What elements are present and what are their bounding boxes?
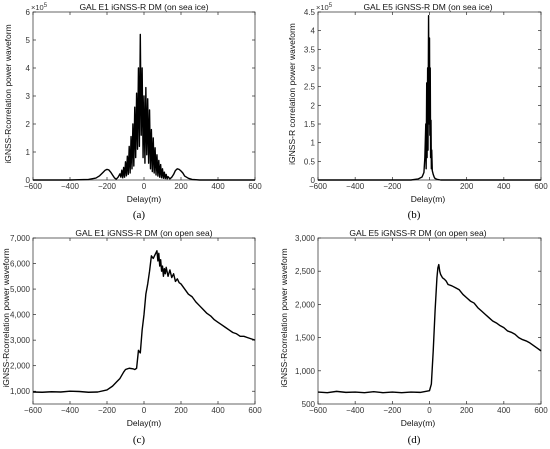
y-tick-label-c: 4,000 [10, 311, 31, 320]
x-tick-label-d: 0 [427, 406, 432, 415]
exponent-label-b: ×105 [316, 3, 333, 12]
chart-title-a: GAL E1 iGNSS-R DM (on sea ice) [79, 2, 208, 12]
y-tick-label-d: 2,000 [295, 300, 316, 309]
y-tick-label-a: 0 [26, 176, 31, 185]
x-tick-label-c: 200 [174, 406, 188, 415]
y-tick-label-d: 3,000 [295, 234, 316, 243]
y-tick-label-d: 500 [302, 400, 316, 409]
y-tick-label-b: 1.5 [304, 120, 316, 129]
y-axis-label-b: iGNSS-R correlation power waveform [287, 23, 297, 165]
y-tick-label-b: 3.5 [304, 45, 316, 54]
x-tick-label-c: 600 [248, 406, 262, 415]
chart-panel-c: GAL E1 iGNSS-R DM (on open sea) iGNSS-Rc… [1, 228, 262, 446]
chart-title-d: GAL E5 iGNSS-R DM (on open sea) [349, 228, 486, 238]
x-tick-label-b: −200 [383, 182, 402, 191]
y-tick-label-c: 1,000 [10, 387, 31, 396]
y-tick-label-c: 2,000 [10, 362, 31, 371]
x-tick-label-d: 200 [460, 406, 474, 415]
x-tick-label-c: 0 [142, 406, 147, 415]
waveform-line-a [33, 33, 255, 181]
x-tick-label-d: −400 [346, 406, 365, 415]
x-tick-label-a: 200 [174, 182, 188, 191]
y-tick-label-b: 0 [311, 176, 316, 185]
x-tick-label-a: 600 [248, 182, 262, 191]
x-tick-label-b: −600 [309, 182, 328, 191]
y-tick-label-c: 5,000 [10, 285, 31, 294]
y-tick-label-a: 1 [26, 148, 31, 157]
plot-frame-d [317, 237, 542, 405]
chart-title-c: GAL E1 iGNSS-R DM (on open sea) [75, 228, 212, 238]
plot-frame-c [32, 237, 256, 405]
x-tick-label-a: −600 [24, 182, 43, 191]
y-tick-label-b: 2.5 [304, 83, 316, 92]
y-tick-label-b: 2 [311, 101, 316, 110]
y-axis-label-c: iGNSS-Rcorrelation power waveform [1, 248, 11, 387]
x-tick-label-a: 0 [142, 182, 147, 191]
x-tick-label-a: −400 [61, 182, 80, 191]
y-tick-label-b: 0.5 [304, 157, 316, 166]
y-tick-label-a: 3 [26, 92, 31, 101]
caption-a: (a) [133, 209, 146, 221]
y-tick-label-a: 2 [26, 120, 31, 129]
y-tick-label-d: 1,500 [295, 334, 316, 343]
waveform-line-b [318, 15, 541, 181]
x-tick-label-a: −200 [98, 182, 117, 191]
y-tick-label-c: 3,000 [10, 336, 31, 345]
x-tick-label-b: 200 [460, 182, 474, 191]
x-tick-label-d: −600 [309, 406, 328, 415]
x-tick-label-d: −200 [383, 406, 402, 415]
exponent-label-a: ×105 [31, 3, 48, 12]
y-tick-label-a: 4 [26, 64, 31, 73]
x-tick-label-d: 600 [534, 406, 548, 415]
y-tick-label-c: 7,000 [10, 234, 31, 243]
caption-c: (c) [133, 434, 146, 446]
y-axis-label-d: iGNSS-Rcorrelation power waveform [279, 248, 289, 387]
chart-panel-b: GAL E5 iGNSS-R DM (on sea ice) iGNSS-R c… [287, 2, 548, 221]
chart-title-b: GAL E5 iGNSS-R DM (on sea ice) [363, 2, 492, 12]
x-axis-label-b: Delay(m) [411, 194, 446, 204]
x-tick-label-c: 400 [211, 406, 225, 415]
waveform-line-c [32, 250, 256, 393]
y-tick-label-d: 2,500 [295, 267, 316, 276]
y-tick-label-c: 6,000 [10, 260, 31, 269]
y-tick-label-a: 5 [26, 36, 31, 45]
x-axis-label-a: Delay(m) [127, 194, 162, 204]
x-tick-label-c: −600 [24, 406, 43, 415]
y-tick-label-a: 6 [26, 8, 31, 17]
y-tick-label-b: 4.5 [304, 8, 316, 17]
y-tick-label-d: 1,000 [295, 367, 316, 376]
x-tick-label-b: 600 [534, 182, 548, 191]
x-tick-label-a: 400 [211, 182, 225, 191]
caption-b: (b) [408, 209, 421, 221]
y-tick-label-b: 3 [311, 64, 316, 73]
x-axis-label-d: Delay(m) [401, 418, 436, 428]
x-tick-label-c: −400 [61, 406, 80, 415]
y-tick-label-b: 1 [311, 139, 316, 148]
x-tick-label-b: 400 [497, 182, 511, 191]
y-axis-label-a: iGNSS-Rcorrelation power waveform [3, 24, 13, 163]
y-tick-label-b: 4 [311, 27, 316, 36]
x-tick-label-b: −400 [346, 182, 365, 191]
chart-panel-a: GAL E1 iGNSS-R DM (on sea ice) iGNSS-Rco… [3, 2, 262, 221]
x-axis-label-c: Delay(m) [127, 418, 162, 428]
caption-d: (d) [408, 434, 421, 446]
x-tick-label-c: −200 [98, 406, 117, 415]
waveform-line-d [317, 263, 542, 394]
chart-panel-d: GAL E5 iGNSS-R DM (on open sea) iGNSS-Rc… [279, 228, 548, 446]
x-tick-label-d: 400 [497, 406, 511, 415]
x-tick-label-b: 0 [427, 182, 432, 191]
